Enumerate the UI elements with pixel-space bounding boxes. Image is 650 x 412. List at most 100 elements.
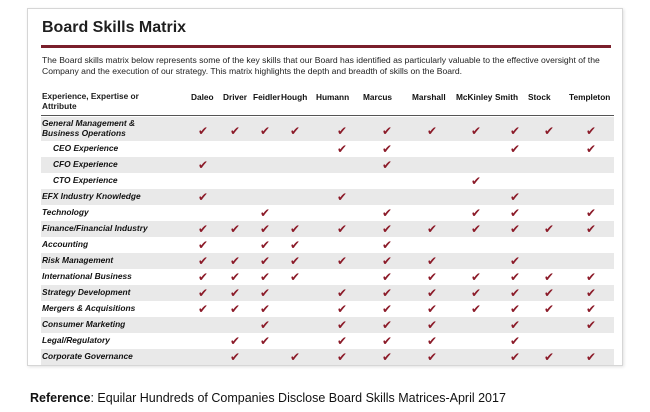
row-label: Corporate Governance [42, 351, 133, 362]
check-icon: ✔ [337, 254, 348, 268]
check-icon: ✔ [427, 302, 438, 316]
check-icon: ✔ [260, 334, 271, 348]
attribute-header-line-1: Experience, Expertise or [42, 91, 139, 101]
check-icon: ✔ [586, 142, 597, 156]
row-label-line: Mergers & Acquisitions [42, 303, 136, 313]
check-icon: ✔ [427, 334, 438, 348]
check-icon: ✔ [586, 270, 597, 284]
check-icon: ✔ [198, 286, 209, 300]
check-icon: ✔ [382, 350, 393, 364]
director-header-mckinley: McKinley [456, 92, 493, 102]
matrix-row: CTO Experience ✔ [41, 173, 614, 189]
check-icon: ✔ [260, 124, 271, 138]
row-label: CFO Experience [53, 159, 118, 170]
matrix-title: Board Skills Matrix [42, 19, 187, 36]
check-icon: ✔ [510, 190, 521, 204]
row-label: Consumer Marketing [42, 319, 125, 330]
check-icon: ✔ [471, 124, 482, 138]
director-header-driver: Driver [223, 92, 247, 102]
row-label-line: Legal/Regulatory [42, 335, 110, 345]
row-label-line: Technology [42, 207, 89, 217]
check-icon: ✔ [471, 206, 482, 220]
row-label-line: International Business [42, 271, 132, 281]
check-icon: ✔ [586, 206, 597, 220]
matrix-row: Consumer Marketing ✔ ✔ ✔ ✔ ✔ ✔ [41, 317, 614, 333]
check-icon: ✔ [586, 318, 597, 332]
check-icon: ✔ [382, 254, 393, 268]
row-label-line: Accounting [42, 239, 89, 249]
director-header-humann: Humann [316, 92, 350, 102]
check-icon: ✔ [586, 350, 597, 364]
check-icon: ✔ [337, 286, 348, 300]
check-icon: ✔ [230, 302, 241, 316]
title-rule [41, 45, 611, 48]
check-icon: ✔ [290, 124, 301, 138]
row-label-line: CFO Experience [53, 159, 118, 169]
check-icon: ✔ [544, 124, 555, 138]
matrix-row: Finance/Financial Industry ✔ ✔ ✔ ✔ ✔ ✔ ✔ ✔ ✔ ✔ ✔ [41, 221, 614, 237]
row-label: Accounting [42, 239, 89, 250]
row-label: EFX Industry Knowledge [42, 191, 141, 202]
check-icon: ✔ [382, 334, 393, 348]
check-icon: ✔ [230, 350, 241, 364]
row-label: General Management & Business Operations [42, 118, 136, 138]
director-header-feidler: Feidler [253, 92, 281, 102]
check-icon: ✔ [510, 350, 521, 364]
row-label-line: Business Operations [42, 127, 126, 138]
row-label-line: EFX Industry Knowledge [42, 191, 141, 201]
check-icon: ✔ [337, 334, 348, 348]
check-icon: ✔ [260, 254, 271, 268]
reference-line: Reference: Equilar Hundreds of Companies… [30, 391, 506, 405]
check-icon: ✔ [471, 270, 482, 284]
check-icon: ✔ [230, 334, 241, 348]
check-icon: ✔ [290, 270, 301, 284]
check-icon: ✔ [510, 302, 521, 316]
row-label-line: Risk Management [42, 255, 114, 265]
director-header-hough: Hough [281, 92, 308, 102]
matrix-row: General Management & Business Operations ✔… [41, 117, 614, 141]
check-icon: ✔ [230, 222, 241, 236]
matrix-row: EFX Industry Knowledge ✔ ✔ ✔ [41, 189, 614, 205]
check-icon: ✔ [198, 190, 209, 204]
check-icon: ✔ [337, 124, 348, 138]
check-icon: ✔ [427, 254, 438, 268]
check-icon: ✔ [544, 350, 555, 364]
director-header-stock: Stock [528, 92, 551, 102]
director-header-marshall: Marshall [412, 92, 446, 102]
check-icon: ✔ [427, 124, 438, 138]
matrix-row: Accounting ✔ ✔ ✔ ✔ [41, 237, 614, 253]
director-header-marcus: Marcus [363, 92, 393, 102]
row-label: Risk Management [42, 255, 114, 266]
matrix-figure: Board Skills Matrix The Board skills mat… [27, 8, 623, 366]
check-icon: ✔ [230, 286, 241, 300]
row-label-line: Finance/Financial Industry [42, 223, 148, 233]
check-icon: ✔ [382, 286, 393, 300]
matrix-row: Mergers & Acquisitions ✔ ✔ ✔ ✔ ✔ ✔ ✔ ✔ ✔ ✔ [41, 301, 614, 317]
check-icon: ✔ [198, 124, 209, 138]
reference-text: : Equilar Hundreds of Companies Disclose… [90, 391, 506, 405]
matrix-rows: General Management & Business Operations ✔… [41, 117, 614, 365]
row-label-line: CTO Experience [53, 175, 118, 185]
check-icon: ✔ [510, 334, 521, 348]
check-icon: ✔ [427, 286, 438, 300]
check-icon: ✔ [471, 222, 482, 236]
check-icon: ✔ [337, 190, 348, 204]
check-icon: ✔ [510, 318, 521, 332]
check-icon: ✔ [230, 124, 241, 138]
check-icon: ✔ [427, 318, 438, 332]
matrix-row: Legal/Regulatory ✔ ✔ ✔ ✔ ✔ ✔ [41, 333, 614, 349]
check-icon: ✔ [382, 270, 393, 284]
check-icon: ✔ [510, 222, 521, 236]
matrix-row: Strategy Development ✔ ✔ ✔ ✔ ✔ ✔ ✔ ✔ ✔ ✔ [41, 285, 614, 301]
row-label: Legal/Regulatory [42, 335, 110, 346]
check-icon: ✔ [337, 302, 348, 316]
check-icon: ✔ [544, 302, 555, 316]
check-icon: ✔ [544, 222, 555, 236]
row-label: CEO Experience [53, 143, 118, 154]
check-icon: ✔ [586, 286, 597, 300]
matrix-row: Technology ✔ ✔ ✔ ✔ ✔ [41, 205, 614, 221]
row-label-line: General Management & [42, 118, 136, 128]
check-icon: ✔ [260, 318, 271, 332]
check-icon: ✔ [198, 222, 209, 236]
check-icon: ✔ [337, 318, 348, 332]
